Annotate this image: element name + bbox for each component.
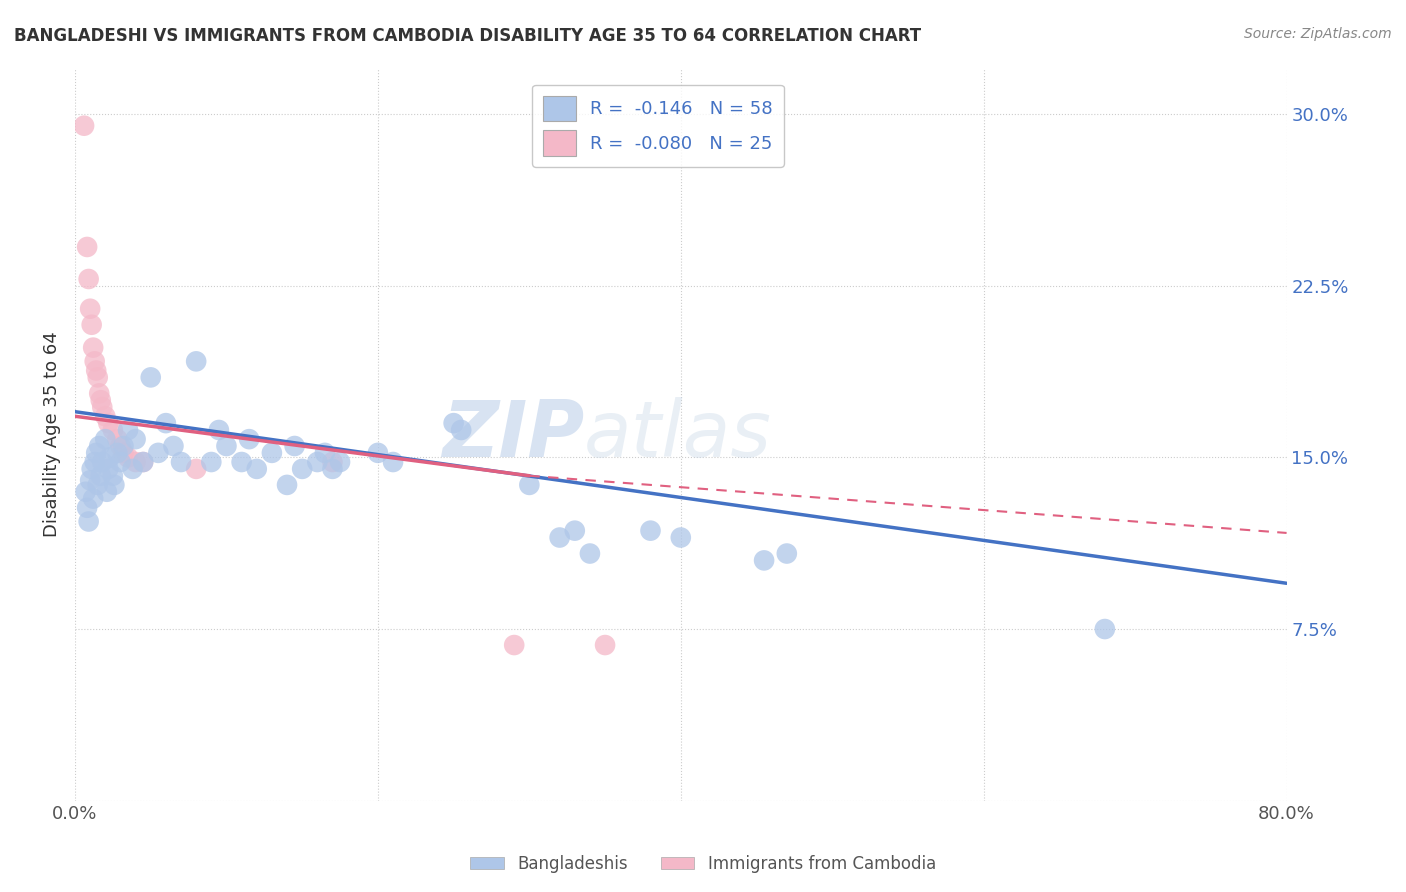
- Point: [107, 432, 129, 446]
- Point: [80, 462, 103, 476]
- Point: [208, 423, 231, 437]
- Point: [321, 455, 343, 469]
- Point: [132, 455, 155, 469]
- Point: [75, 484, 97, 499]
- Point: [1094, 622, 1116, 636]
- Point: [450, 423, 472, 437]
- Point: [103, 478, 125, 492]
- Point: [107, 446, 129, 460]
- Point: [155, 416, 177, 430]
- Point: [246, 462, 269, 476]
- Point: [260, 446, 283, 460]
- Point: [291, 462, 314, 476]
- Point: [94, 432, 117, 446]
- Point: [73, 119, 96, 133]
- Point: [79, 301, 101, 316]
- Point: [77, 515, 100, 529]
- Point: [314, 446, 336, 460]
- Point: [579, 547, 602, 561]
- Point: [162, 439, 184, 453]
- Point: [752, 553, 775, 567]
- Point: [101, 468, 124, 483]
- Legend: R =  -0.146   N = 58, R =  -0.080   N = 25: R = -0.146 N = 58, R = -0.080 N = 25: [533, 85, 783, 167]
- Point: [640, 524, 662, 538]
- Point: [139, 370, 162, 384]
- Text: ZIP: ZIP: [441, 397, 583, 473]
- Legend: Bangladeshis, Immigrants from Cambodia: Bangladeshis, Immigrants from Cambodia: [464, 848, 942, 880]
- Point: [76, 240, 98, 254]
- Point: [76, 500, 98, 515]
- Point: [84, 363, 107, 377]
- Point: [97, 462, 120, 476]
- Point: [382, 455, 405, 469]
- Point: [215, 439, 238, 453]
- Point: [669, 531, 692, 545]
- Point: [503, 638, 526, 652]
- Point: [94, 409, 117, 424]
- Point: [101, 423, 124, 437]
- Point: [170, 455, 193, 469]
- Text: BANGLADESHI VS IMMIGRANTS FROM CAMBODIA DISABILITY AGE 35 TO 64 CORRELATION CHAR: BANGLADESHI VS IMMIGRANTS FROM CAMBODIA …: [14, 27, 921, 45]
- Point: [321, 462, 343, 476]
- Point: [367, 446, 389, 460]
- Point: [91, 400, 114, 414]
- Point: [231, 455, 253, 469]
- Point: [148, 446, 170, 460]
- Point: [186, 462, 208, 476]
- Point: [517, 478, 540, 492]
- Point: [89, 386, 111, 401]
- Point: [77, 272, 100, 286]
- Point: [82, 341, 104, 355]
- Point: [443, 416, 465, 430]
- Point: [776, 547, 799, 561]
- Y-axis label: Disability Age 35 to 64: Disability Age 35 to 64: [44, 332, 60, 538]
- Point: [112, 439, 135, 453]
- Point: [96, 484, 118, 499]
- Point: [112, 446, 135, 460]
- Point: [307, 455, 329, 469]
- Point: [80, 318, 103, 332]
- Point: [90, 468, 112, 483]
- Point: [110, 455, 132, 469]
- Point: [124, 432, 146, 446]
- Point: [117, 423, 139, 437]
- Point: [124, 455, 146, 469]
- Point: [110, 439, 132, 453]
- Point: [87, 478, 110, 492]
- Point: [90, 393, 112, 408]
- Point: [87, 370, 110, 384]
- Point: [564, 524, 586, 538]
- Point: [238, 432, 260, 446]
- Point: [83, 455, 105, 469]
- Point: [89, 439, 111, 453]
- Point: [79, 473, 101, 487]
- Text: Source: ZipAtlas.com: Source: ZipAtlas.com: [1244, 27, 1392, 41]
- Point: [82, 491, 104, 506]
- Text: atlas: atlas: [583, 397, 772, 473]
- Point: [117, 450, 139, 465]
- Point: [284, 439, 307, 453]
- Point: [186, 354, 208, 368]
- Point: [91, 455, 114, 469]
- Point: [548, 531, 571, 545]
- Point: [329, 455, 352, 469]
- Point: [83, 354, 105, 368]
- Point: [593, 638, 616, 652]
- Point: [97, 416, 120, 430]
- Point: [84, 446, 107, 460]
- Point: [200, 455, 222, 469]
- Point: [276, 478, 298, 492]
- Point: [98, 450, 121, 465]
- Point: [132, 455, 155, 469]
- Point: [121, 462, 143, 476]
